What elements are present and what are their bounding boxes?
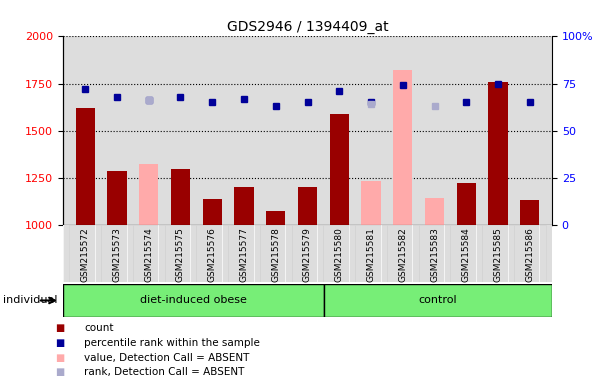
Bar bbox=[228, 225, 260, 282]
Text: value, Detection Call = ABSENT: value, Detection Call = ABSENT bbox=[84, 353, 250, 362]
Text: GSM215580: GSM215580 bbox=[335, 227, 344, 282]
Text: rank, Detection Call = ABSENT: rank, Detection Call = ABSENT bbox=[84, 367, 244, 377]
Text: count: count bbox=[84, 323, 113, 333]
Text: diet-induced obese: diet-induced obese bbox=[140, 295, 247, 306]
Text: GSM215586: GSM215586 bbox=[525, 227, 534, 282]
Text: GSM215581: GSM215581 bbox=[367, 227, 376, 282]
Text: GSM215576: GSM215576 bbox=[208, 227, 217, 282]
Text: GSM215577: GSM215577 bbox=[239, 227, 248, 282]
Bar bbox=[451, 225, 482, 282]
Text: ■: ■ bbox=[55, 367, 65, 377]
Bar bbox=[355, 225, 387, 282]
Bar bbox=[133, 225, 164, 282]
Bar bbox=[196, 225, 228, 282]
Bar bbox=[393, 70, 412, 225]
Text: ■: ■ bbox=[55, 338, 65, 348]
Text: GSM215573: GSM215573 bbox=[112, 227, 121, 282]
Bar bbox=[387, 225, 419, 282]
Text: GSM215582: GSM215582 bbox=[398, 227, 407, 282]
Bar bbox=[101, 225, 133, 282]
Bar bbox=[266, 210, 285, 225]
Text: GSM215572: GSM215572 bbox=[81, 227, 90, 282]
Bar bbox=[107, 171, 127, 225]
Text: GSM215584: GSM215584 bbox=[462, 227, 471, 282]
Text: GSM215578: GSM215578 bbox=[271, 227, 280, 282]
Bar bbox=[76, 108, 95, 225]
Text: GSM215583: GSM215583 bbox=[430, 227, 439, 282]
Bar bbox=[171, 169, 190, 225]
Bar bbox=[235, 187, 254, 225]
Bar bbox=[482, 225, 514, 282]
FancyBboxPatch shape bbox=[63, 284, 324, 317]
Bar bbox=[488, 82, 508, 225]
Text: GSM215585: GSM215585 bbox=[494, 227, 503, 282]
Bar bbox=[457, 183, 476, 225]
Bar bbox=[70, 225, 101, 282]
Text: GSM215575: GSM215575 bbox=[176, 227, 185, 282]
Text: percentile rank within the sample: percentile rank within the sample bbox=[84, 338, 260, 348]
Bar bbox=[330, 114, 349, 225]
Bar bbox=[323, 225, 355, 282]
Title: GDS2946 / 1394409_at: GDS2946 / 1394409_at bbox=[227, 20, 388, 34]
Bar bbox=[514, 225, 545, 282]
Bar bbox=[203, 199, 222, 225]
Bar bbox=[425, 198, 444, 225]
Text: individual: individual bbox=[3, 295, 58, 306]
Bar bbox=[260, 225, 292, 282]
Text: control: control bbox=[419, 295, 457, 306]
Bar bbox=[361, 181, 380, 225]
Bar bbox=[292, 225, 323, 282]
FancyBboxPatch shape bbox=[324, 284, 552, 317]
Text: GSM215574: GSM215574 bbox=[144, 227, 153, 282]
Text: GSM215579: GSM215579 bbox=[303, 227, 312, 282]
Text: ■: ■ bbox=[55, 353, 65, 362]
Bar bbox=[164, 225, 196, 282]
Bar bbox=[298, 187, 317, 225]
Bar bbox=[520, 200, 539, 225]
Bar bbox=[419, 225, 451, 282]
Bar bbox=[139, 164, 158, 225]
Text: ■: ■ bbox=[55, 323, 65, 333]
